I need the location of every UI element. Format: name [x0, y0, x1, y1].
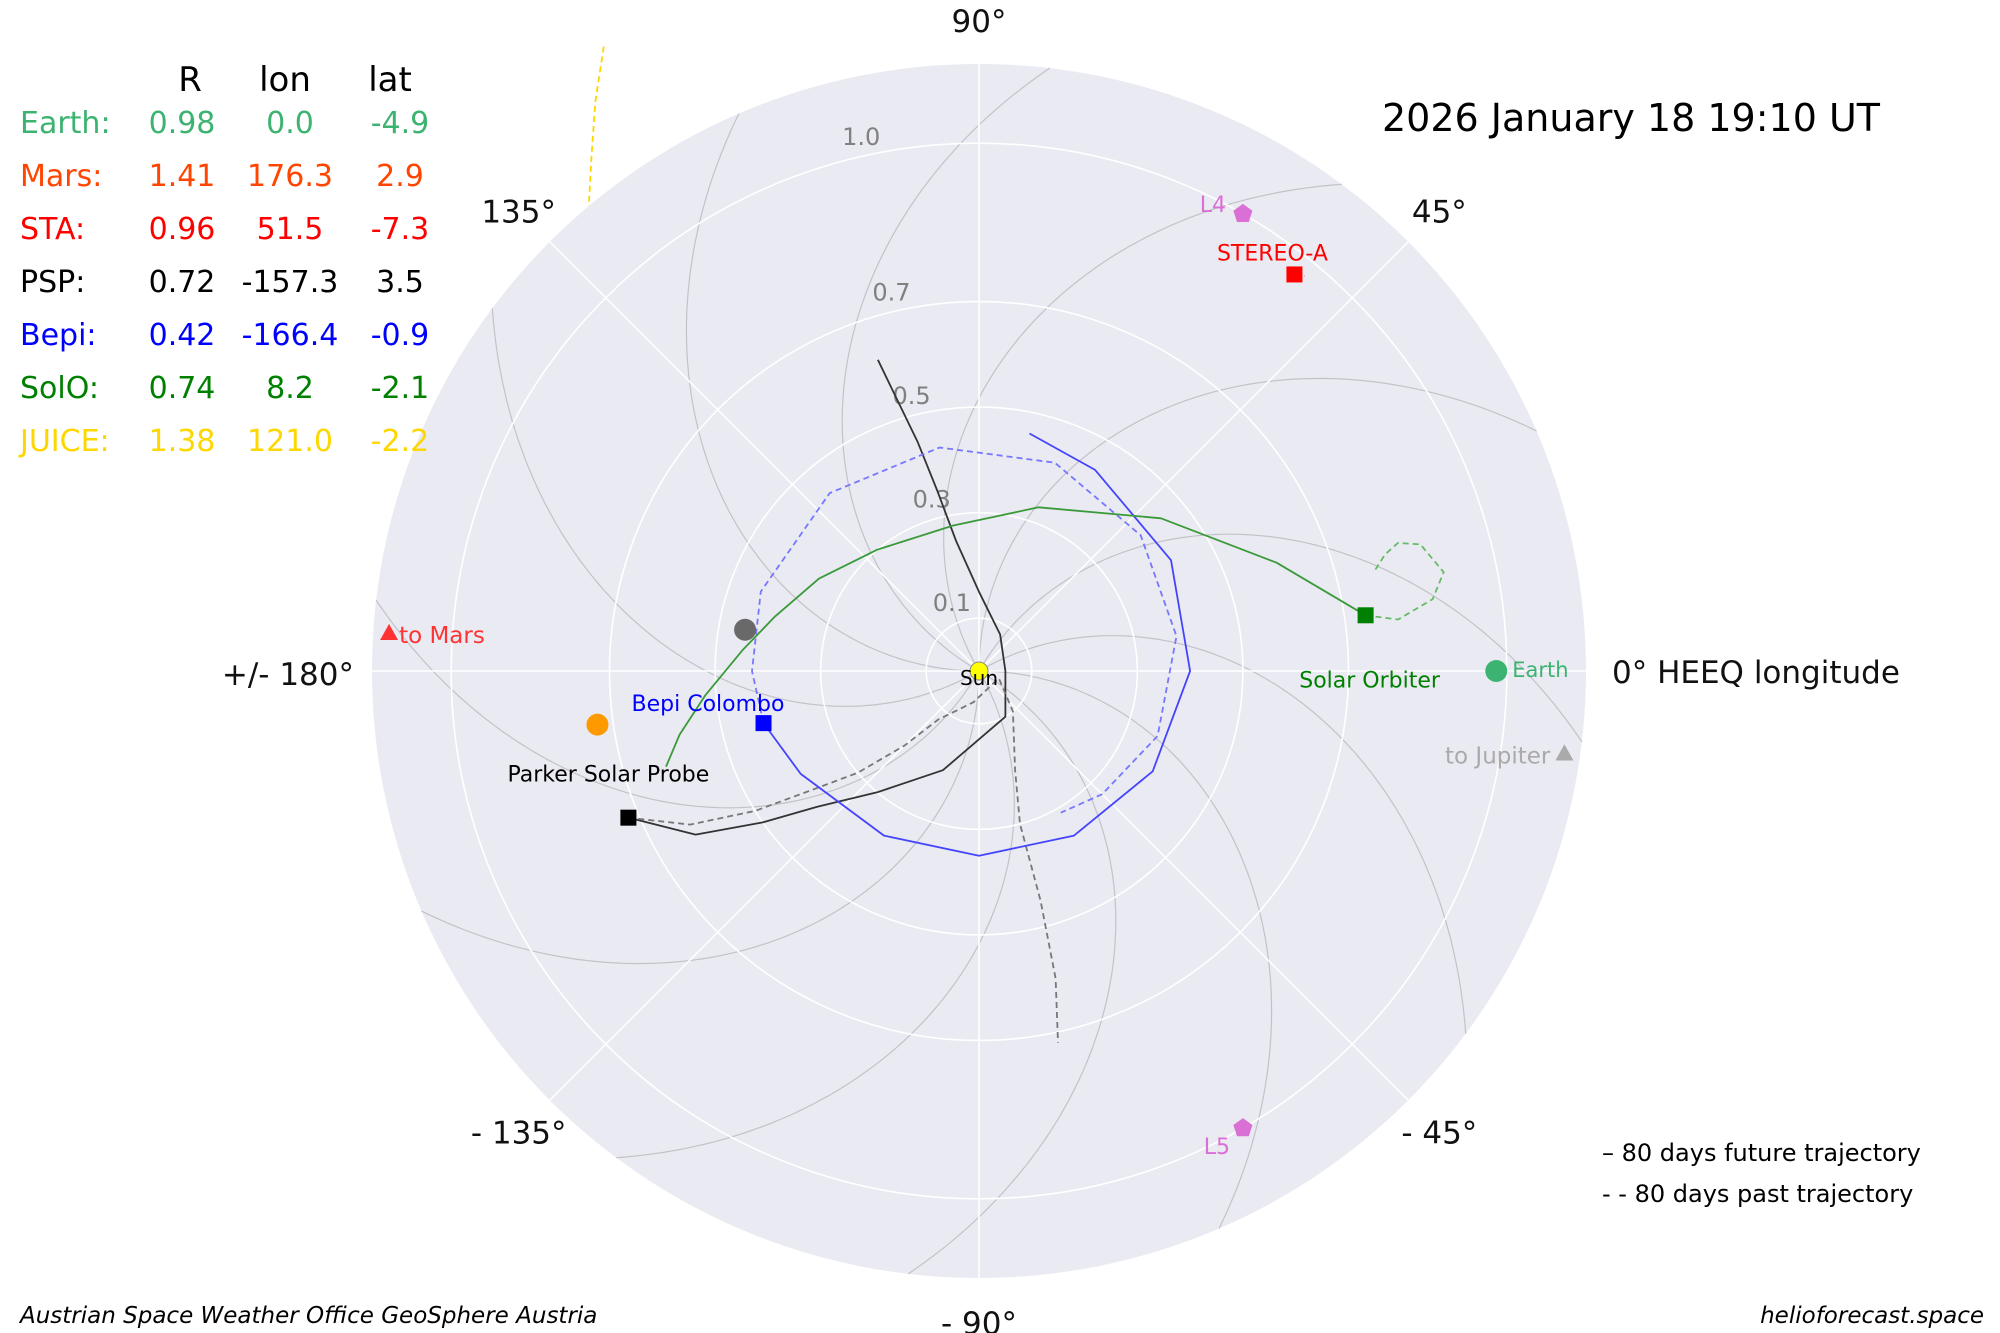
plot-title: 2026 January 18 19:10 UT — [1382, 96, 1880, 140]
marker-l5 — [1233, 1118, 1253, 1137]
table-cell-r: 0.74 — [148, 371, 216, 406]
trajectory-solo-future — [665, 506, 1367, 768]
table-row-name: Earth: — [20, 106, 111, 141]
trajectory-psp-past — [628, 677, 1059, 1043]
table-header-r: R — [178, 60, 202, 100]
marker-parker-solar-probe — [620, 809, 637, 826]
marker-stereo-a — [1286, 266, 1303, 283]
object-label-earth: Earth — [1512, 658, 1568, 682]
table-cell-lat: -7.3 — [370, 212, 430, 247]
footer-left: Austrian Space Weather Office GeoSphere … — [20, 1303, 598, 1329]
table-cell-lon: 0.0 — [266, 106, 314, 141]
table-cell-lon: -166.4 — [241, 318, 339, 353]
object-label-stereo-a: STEREO-A — [1217, 241, 1328, 266]
trajectory-solo-past — [1365, 542, 1445, 621]
footer-right: helioforecast.space — [1760, 1303, 1984, 1329]
table-cell-r: 0.98 — [148, 106, 216, 141]
table-row-name: SolO: — [20, 371, 99, 406]
object-label-parker-solar-probe: Parker Solar Probe — [508, 763, 710, 788]
trajectory-psp-future — [628, 359, 1007, 836]
field-line — [943, 183, 1342, 672]
field-line — [979, 670, 1273, 1229]
table-cell-lat: -2.2 — [370, 424, 430, 459]
theta-grid-line — [549, 241, 980, 672]
table-row-name: Bepi: — [20, 318, 97, 353]
table-cell-r: 1.41 — [148, 159, 216, 194]
table-cell-lat: 2.9 — [376, 159, 424, 194]
marker-l4 — [1233, 203, 1253, 222]
r-tick-label: 1.0 — [842, 123, 880, 151]
table-header-lon: lon — [259, 60, 311, 100]
direction-marker-jupiter — [1555, 744, 1574, 761]
theta-tick-label: +/- 180° — [222, 657, 354, 693]
table-cell-lat: -2.1 — [370, 371, 430, 406]
table-cell-lon: 176.3 — [247, 159, 333, 194]
table-cell-r: 0.42 — [148, 318, 216, 353]
table-cell-lat: 3.5 — [376, 265, 424, 300]
field-line — [421, 671, 980, 965]
theta-tick-label: 135° — [481, 195, 556, 231]
theta-grid-line — [549, 670, 980, 1101]
marker-bepi-colombo — [755, 715, 772, 732]
table-cell-lon: 121.0 — [247, 424, 333, 459]
table-cell-r: 0.96 — [148, 212, 216, 247]
marker-sun — [969, 661, 989, 681]
table-cell-lat: -4.9 — [370, 106, 430, 141]
direction-marker-mars — [380, 623, 399, 641]
table-row-name: PSP: — [20, 265, 86, 300]
legend-future: – 80 days future trajectory — [1602, 1139, 1921, 1167]
field-line — [491, 308, 980, 707]
trajectory-juice-past — [587, 46, 605, 207]
object-label-sun: Sun — [960, 666, 998, 690]
marker-solar-orbiter — [1357, 607, 1374, 624]
theta-tick-label: - 45° — [1401, 1115, 1477, 1151]
field-line — [978, 533, 1583, 743]
r-tick-label: 0.1 — [933, 589, 971, 617]
theta-tick-label: - 135° — [471, 1115, 567, 1151]
field-line — [375, 599, 980, 809]
theta-tick-label: 90° — [952, 4, 1007, 40]
marker-mercury — [734, 618, 757, 641]
theta-grid-line — [978, 670, 1409, 1101]
marker-earth — [1485, 660, 1508, 682]
table-row-name: JUICE: — [20, 424, 110, 459]
table-row-name: Mars: — [20, 159, 103, 194]
table-header-lat: lat — [368, 60, 412, 100]
table-cell-lon: 51.5 — [256, 212, 324, 247]
field-line — [616, 670, 1015, 1159]
field-line — [978, 635, 1467, 1034]
field-line — [978, 377, 1537, 671]
table-cell-lon: 8.2 — [266, 371, 314, 406]
object-label-bepi-colombo: Bepi Colombo — [632, 692, 785, 717]
theta-tick-label: 0° HEEQ longitude — [1612, 655, 1900, 691]
r-tick-label: 0.5 — [892, 382, 930, 410]
field-line — [841, 67, 1051, 672]
table-cell-lon: -157.3 — [241, 265, 339, 300]
object-label-solar-orbiter: Solar Orbiter — [1299, 668, 1441, 693]
r-tick-label: 0.7 — [872, 278, 910, 306]
field-line — [907, 670, 1117, 1275]
theta-grid-line — [978, 241, 1409, 672]
field-line — [685, 113, 979, 672]
legend-past: - - 80 days past trajectory — [1602, 1180, 1914, 1208]
table-cell-r: 1.38 — [148, 424, 216, 459]
theta-tick-label: - 90° — [941, 1306, 1017, 1333]
marker-venus — [586, 713, 609, 736]
table-cell-r: 0.72 — [148, 265, 216, 300]
object-label-l5: L5 — [1204, 1135, 1230, 1160]
direction-label-mars: to Mars — [399, 623, 485, 649]
object-label-l4: L4 — [1200, 193, 1226, 218]
direction-label-jupiter: to Jupiter — [1445, 743, 1551, 769]
table-row-name: STA: — [20, 212, 86, 247]
table-cell-lat: -0.9 — [370, 318, 430, 353]
theta-tick-label: 45° — [1412, 195, 1467, 231]
